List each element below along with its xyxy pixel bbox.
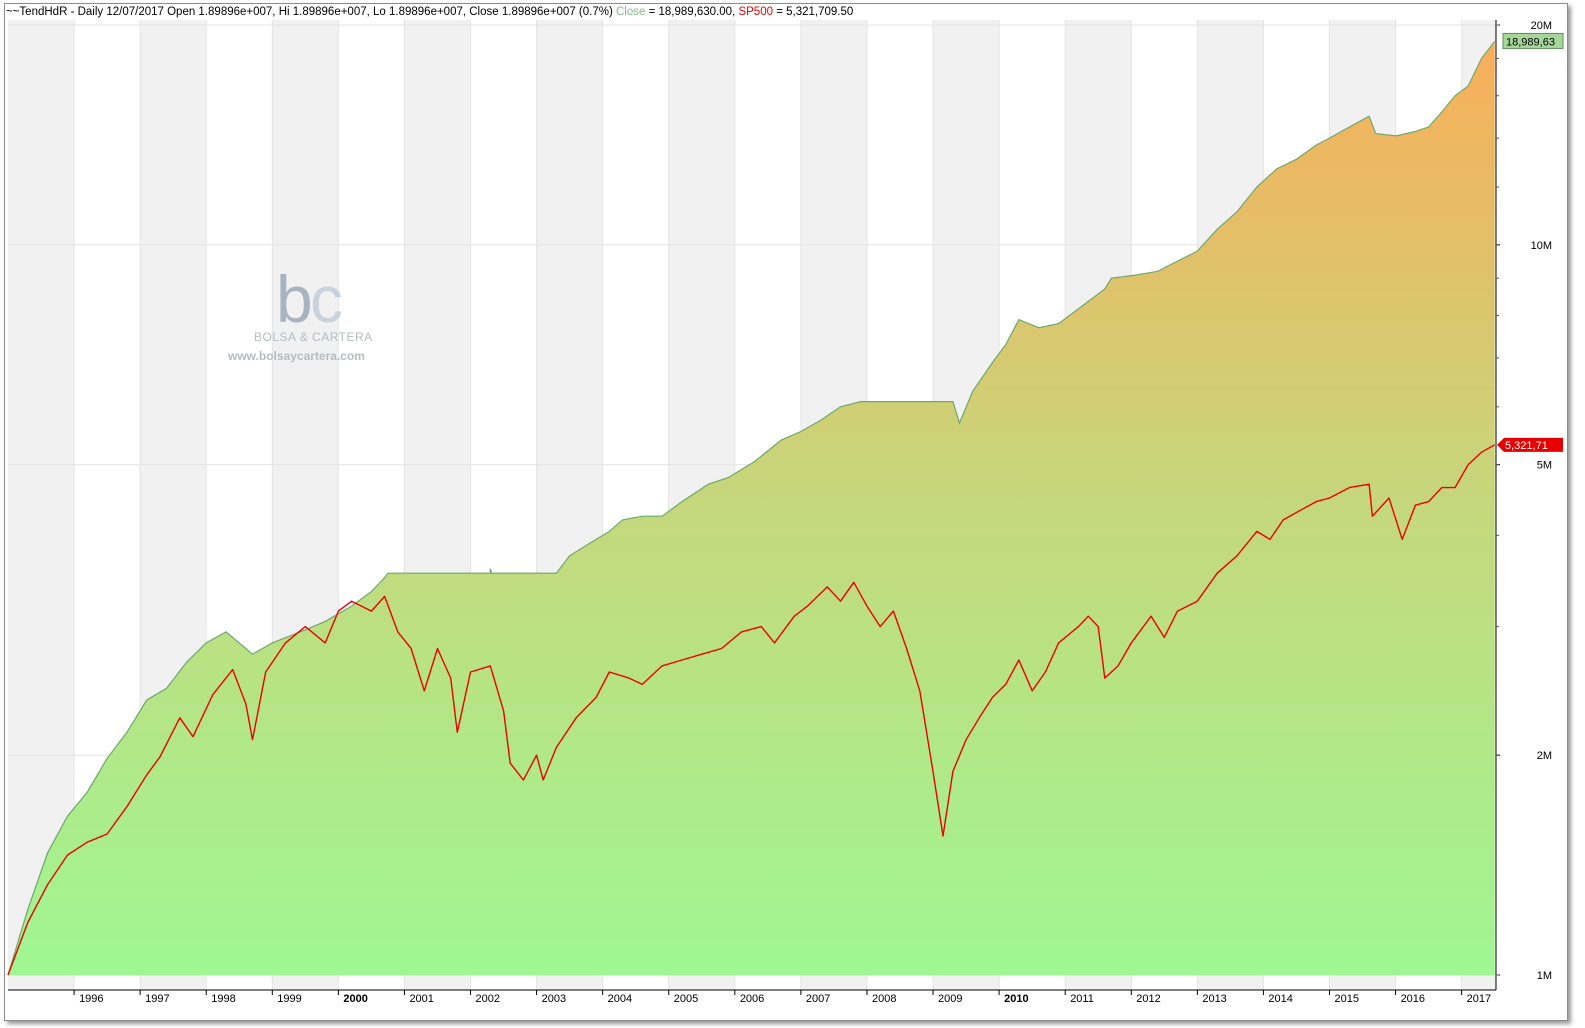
price-tags: 18,989,63 5,321,71 (1497, 32, 1564, 452)
symbol-label: ~~TendHdR - Daily 12/07/2017 (6, 6, 164, 18)
watermark-logo-b: b (276, 262, 313, 336)
sp500-price-tag (1497, 437, 1563, 452)
x-tick-label: 2011 (1070, 993, 1094, 1005)
equity-price-tag (1502, 32, 1564, 49)
equity-area (8, 41, 1495, 975)
y-axis: 1M 2M 5M 10M 20M (1496, 20, 1552, 982)
sp500-legend-label: SP500 (738, 6, 773, 18)
x-tick-label: 2014 (1268, 993, 1292, 1005)
close-value: = 18,989,630.00, (648, 6, 736, 18)
equity-edge-line (7, 41, 1496, 976)
y-tick-label: 20M (1531, 20, 1552, 32)
x-tick-label: 1999 (277, 993, 301, 1005)
ohlc-label: Open 1.89896e+007, Hi 1.89896e+007, Lo 1… (167, 6, 613, 18)
x-axis: 1996 1997 1998 1999 2000 2001 2002 2003 2004 2005… (73, 990, 1491, 1005)
sp500-line (7, 444, 1496, 976)
x-tick-label: 2004 (608, 993, 632, 1005)
y-tick-label: 1M (1537, 970, 1552, 982)
x-tick-label: 2008 (872, 993, 896, 1005)
y-tick-label: 2M (1537, 750, 1552, 762)
x-tick-label: 2006 (740, 993, 764, 1005)
y-tick-label: 5M (1537, 460, 1552, 472)
equity-price-tag-label: 18,989,63 (1506, 36, 1555, 48)
x-tick-label: 1996 (79, 993, 103, 1005)
x-tick-label: 2003 (542, 993, 566, 1005)
x-tick-label: 2012 (1136, 993, 1160, 1005)
x-tick-label: 2001 (409, 993, 433, 1005)
watermark-brand: BOLSA & CARTERA (254, 330, 373, 344)
x-tick-label: 2015 (1334, 993, 1358, 1005)
x-tick-label: 2016 (1401, 993, 1425, 1005)
x-tick-label: 2007 (806, 993, 830, 1005)
watermark-logo-c: c (310, 262, 343, 336)
axes (8, 20, 1497, 991)
x-tick-label: 2017 (1467, 993, 1491, 1005)
watermark-url: www.bolsaycartera.com (227, 349, 365, 363)
x-tick-label: 2002 (476, 993, 500, 1005)
y-tick-label: 10M (1531, 240, 1552, 252)
x-tick-label: 2013 (1202, 993, 1226, 1005)
chart-header: ~~TendHdR - Daily 12/07/2017 Open 1.8989… (6, 6, 853, 18)
x-tick-label: 2009 (938, 993, 962, 1005)
close-legend-label: Close (616, 6, 646, 18)
x-tick-label: 2005 (674, 993, 698, 1005)
x-tick-label: 2000 (343, 993, 367, 1005)
x-tick-label: 1997 (145, 993, 169, 1005)
series-layer (7, 41, 1496, 976)
x-tick-label: 2010 (1004, 993, 1028, 1005)
sp500-price-tag-label: 5,321,71 (1505, 440, 1548, 452)
x-tick-label: 1998 (211, 993, 235, 1005)
watermark: b c BOLSA & CARTERA www.bolsaycartera.co… (227, 262, 373, 363)
sp500-value: = 5,321,709.50 (776, 6, 854, 18)
